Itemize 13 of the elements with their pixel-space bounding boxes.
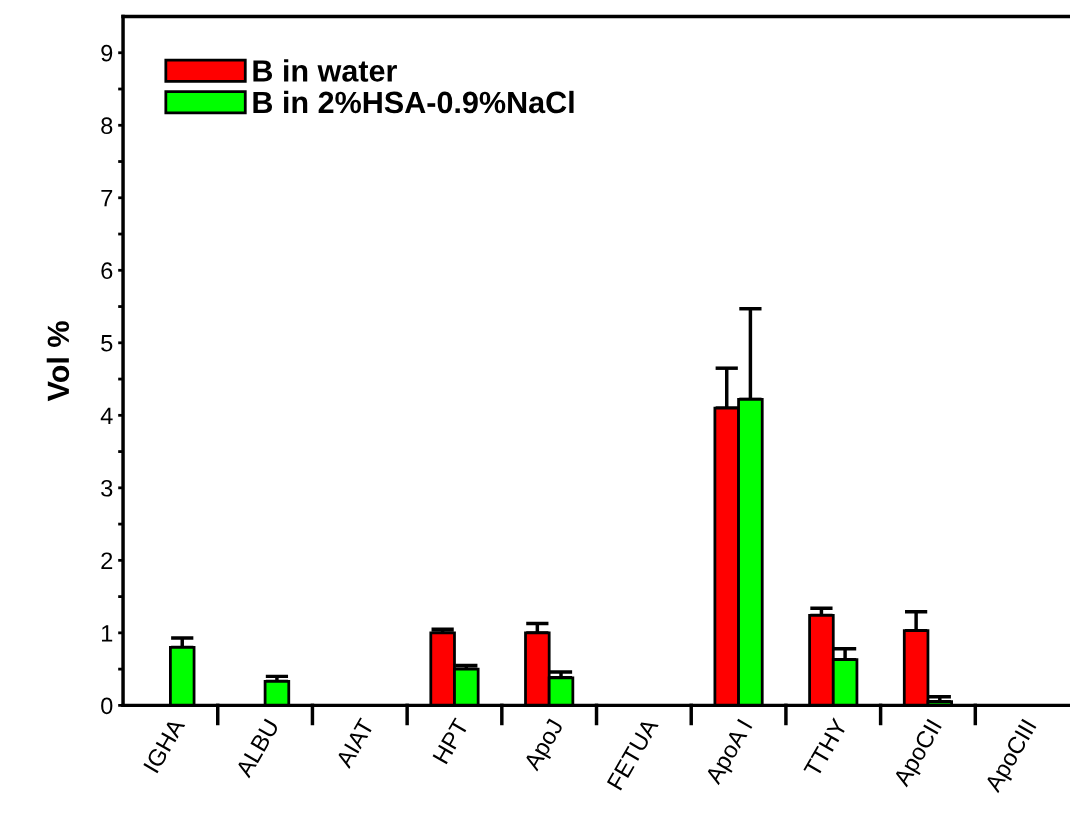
y-tick-label: 4 — [100, 407, 113, 424]
y-tick-label: 1 — [102, 625, 113, 642]
y-tick-label: 5 — [101, 335, 113, 352]
legend-label: B in 2%HSA-0.9%NaCl — [253, 90, 574, 114]
y-tick-label: 9 — [101, 44, 113, 62]
legend-label: B in water — [253, 59, 397, 82]
y-tick-label: 7 — [101, 190, 113, 207]
y-tick-label: 6 — [101, 262, 113, 280]
y-tick-label: 0 — [101, 697, 113, 715]
y-tick-label: 2 — [101, 552, 113, 569]
y-tick-label: 8 — [101, 117, 113, 135]
y-tick-label: 3 — [101, 479, 113, 497]
y-axis-title: Vol % — [46, 321, 70, 402]
